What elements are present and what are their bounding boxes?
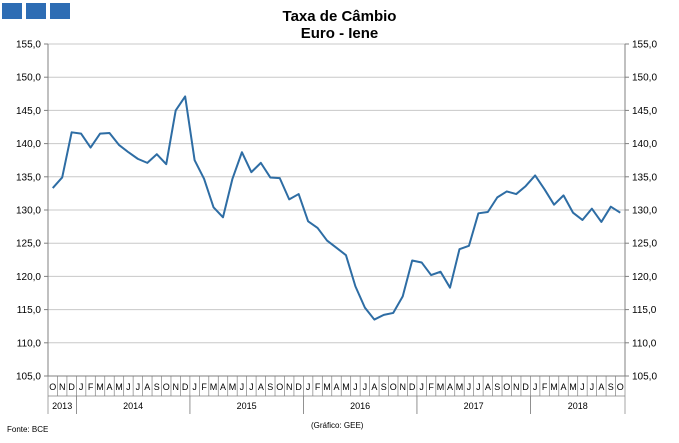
x-tick-label: M bbox=[96, 382, 104, 392]
logo-square bbox=[26, 3, 46, 19]
x-tick-label: N bbox=[286, 382, 293, 392]
x-tick-label: J bbox=[419, 382, 424, 392]
x-tick-label: N bbox=[59, 382, 66, 392]
x-tick-label: A bbox=[561, 382, 567, 392]
y-tick-label-left: 125,0 bbox=[16, 239, 41, 250]
y-tick-label-left: 140,0 bbox=[16, 139, 41, 150]
x-tick-label: O bbox=[390, 382, 397, 392]
chart-title: Taxa de Câmbio bbox=[282, 8, 397, 25]
x-tick-label: F bbox=[428, 382, 434, 392]
x-tick-label: A bbox=[485, 382, 491, 392]
y-tick-label-right: 110,0 bbox=[632, 338, 657, 349]
x-tick-label: F bbox=[201, 382, 207, 392]
x-tick-label: A bbox=[106, 382, 112, 392]
y-tick-label-left: 120,0 bbox=[16, 272, 41, 283]
x-tick-label: A bbox=[144, 382, 150, 392]
y-tick-label-right: 105,0 bbox=[632, 372, 657, 383]
y-tick-label-left: 110,0 bbox=[17, 338, 42, 349]
x-tick-label: J bbox=[476, 382, 481, 392]
logo-square bbox=[2, 3, 22, 19]
x-tick-label: M bbox=[569, 382, 577, 392]
x-tick-label: J bbox=[467, 382, 472, 392]
x-tick-label: J bbox=[580, 382, 585, 392]
x-tick-label: A bbox=[258, 382, 264, 392]
x-tick-label: O bbox=[503, 382, 510, 392]
year-label: 2014 bbox=[123, 401, 143, 411]
x-tick-label: M bbox=[342, 382, 350, 392]
x-tick-label: J bbox=[353, 382, 358, 392]
y-tick-label-left: 155,0 bbox=[16, 40, 41, 51]
source-note: Fonte: BCE bbox=[7, 425, 49, 434]
y-tick-label-right: 155,0 bbox=[632, 40, 657, 51]
x-tick-label: J bbox=[363, 382, 368, 392]
series-line bbox=[51, 95, 621, 321]
x-tick-label: S bbox=[267, 382, 273, 392]
x-tick-label: D bbox=[522, 382, 529, 392]
y-tick-label-right: 130,0 bbox=[632, 206, 657, 217]
x-tick-label: M bbox=[456, 382, 464, 392]
x-tick-label: F bbox=[88, 382, 94, 392]
y-tick-label-right: 120,0 bbox=[632, 272, 657, 283]
year-label: 2017 bbox=[464, 401, 484, 411]
x-tick-label: N bbox=[513, 382, 520, 392]
y-tick-label-left: 130,0 bbox=[16, 206, 41, 217]
year-label: 2018 bbox=[568, 401, 588, 411]
y-tick-label-right: 150,0 bbox=[632, 73, 657, 84]
x-tick-label: F bbox=[542, 382, 548, 392]
y-tick-label-left: 145,0 bbox=[16, 106, 41, 117]
x-tick-label: J bbox=[192, 382, 197, 392]
x-tick-label: D bbox=[295, 382, 302, 392]
x-tick-label: J bbox=[126, 382, 131, 392]
x-tick-label: J bbox=[249, 382, 254, 392]
x-tick-label: M bbox=[115, 382, 123, 392]
y-tick-label-left: 135,0 bbox=[16, 172, 41, 183]
x-tick-label: M bbox=[323, 382, 331, 392]
x-tick-label: J bbox=[240, 382, 245, 392]
x-tick-label: M bbox=[210, 382, 218, 392]
x-tick-label: D bbox=[409, 382, 416, 392]
year-label: 2015 bbox=[237, 401, 257, 411]
logo bbox=[2, 3, 70, 19]
x-tick-label: J bbox=[533, 382, 538, 392]
y-tick-label-left: 150,0 bbox=[16, 73, 41, 84]
logo-square bbox=[50, 3, 70, 19]
year-label: 2013 bbox=[52, 401, 72, 411]
x-tick-label: O bbox=[276, 382, 283, 392]
x-tick-label: S bbox=[494, 382, 500, 392]
x-tick-label: J bbox=[590, 382, 595, 392]
y-tick-label-left: 105,0 bbox=[16, 372, 41, 383]
x-tick-label: A bbox=[220, 382, 226, 392]
y-tick-label-left: 115,0 bbox=[17, 305, 42, 316]
y-tick-label-right: 135,0 bbox=[632, 172, 657, 183]
y-tick-label-right: 115,0 bbox=[632, 305, 657, 316]
x-tick-label: O bbox=[49, 382, 56, 392]
x-tick-label: A bbox=[371, 382, 377, 392]
x-tick-label: D bbox=[182, 382, 189, 392]
x-tick-label: A bbox=[447, 382, 453, 392]
x-tick-label: F bbox=[315, 382, 321, 392]
x-tick-label: O bbox=[617, 382, 624, 392]
x-tick-label: O bbox=[163, 382, 170, 392]
y-tick-label-right: 125,0 bbox=[632, 239, 657, 250]
x-tick-label: M bbox=[550, 382, 558, 392]
x-tick-label: A bbox=[598, 382, 604, 392]
year-label: 2016 bbox=[350, 401, 370, 411]
x-tick-label: N bbox=[172, 382, 179, 392]
x-tick-label: J bbox=[136, 382, 141, 392]
x-tick-label: M bbox=[229, 382, 237, 392]
y-tick-label-right: 140,0 bbox=[632, 139, 657, 150]
x-tick-label: S bbox=[381, 382, 387, 392]
x-tick-label: S bbox=[154, 382, 160, 392]
x-tick-label: J bbox=[79, 382, 84, 392]
y-tick-label-right: 145,0 bbox=[632, 106, 657, 117]
chart-subtitle: Euro - Iene bbox=[300, 25, 379, 42]
x-tick-label: J bbox=[306, 382, 311, 392]
x-tick-label: N bbox=[399, 382, 406, 392]
x-tick-label: S bbox=[608, 382, 614, 392]
x-tick-label: M bbox=[437, 382, 445, 392]
credit-note: (Gráfico: GEE) bbox=[311, 421, 364, 430]
x-tick-label: A bbox=[333, 382, 339, 392]
x-tick-label: D bbox=[68, 382, 75, 392]
